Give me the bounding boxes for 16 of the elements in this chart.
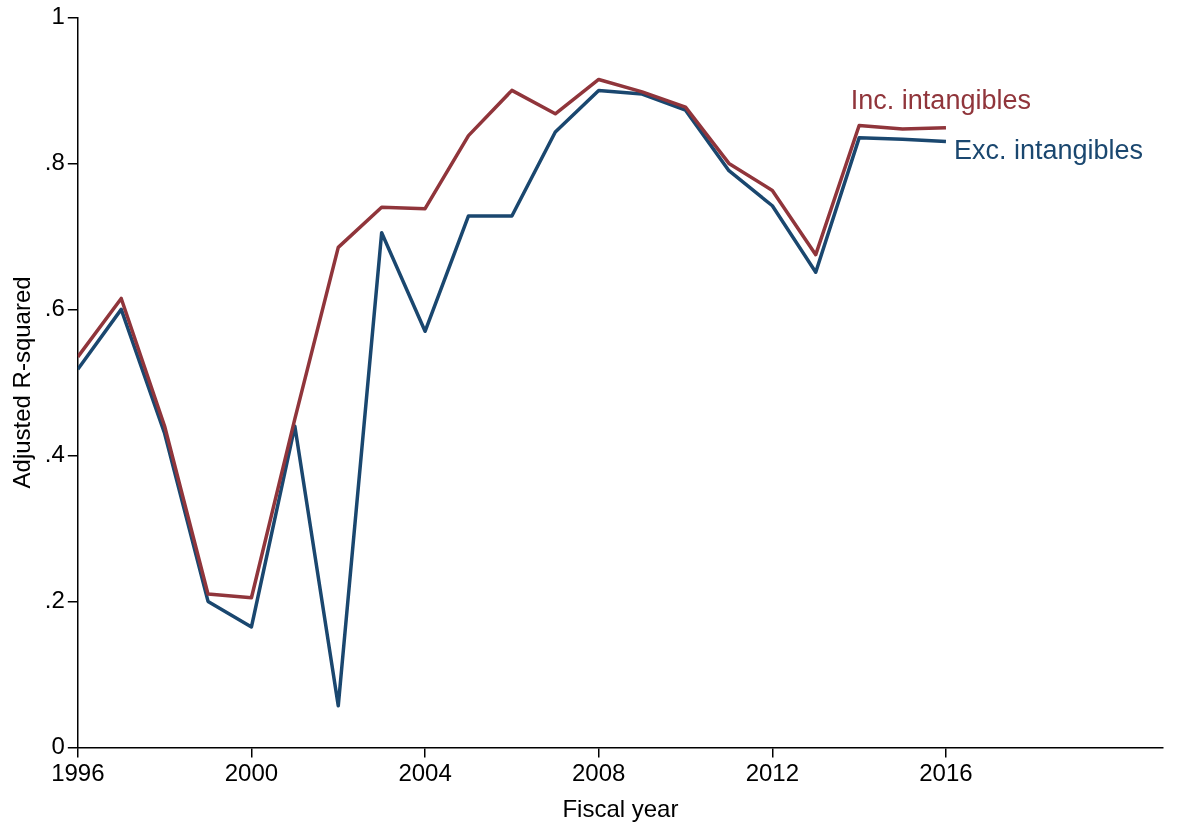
y-tick-label: .6 xyxy=(44,294,65,322)
y-tick-label: .4 xyxy=(44,440,65,468)
x-tick-label: 2008 xyxy=(572,759,626,787)
x-tick-label: 2012 xyxy=(745,759,800,787)
x-tick-label: 2016 xyxy=(919,759,973,787)
x-axis-title: Fiscal year xyxy=(562,795,679,823)
y-tick-label: 1 xyxy=(51,2,65,30)
series-label: Exc. intangibles xyxy=(953,134,1144,165)
series-label: Inc. intangibles xyxy=(850,85,1031,116)
x-tick-label: 2004 xyxy=(398,759,452,787)
y-axis-title: Adjusted R-squared xyxy=(8,276,36,489)
x-tick-label: 1996 xyxy=(51,759,105,787)
y-tick-label: .2 xyxy=(44,586,65,614)
y-tick-label: 0 xyxy=(51,732,65,760)
x-tick-label: 2000 xyxy=(224,759,279,787)
y-tick-label: .8 xyxy=(44,148,65,176)
